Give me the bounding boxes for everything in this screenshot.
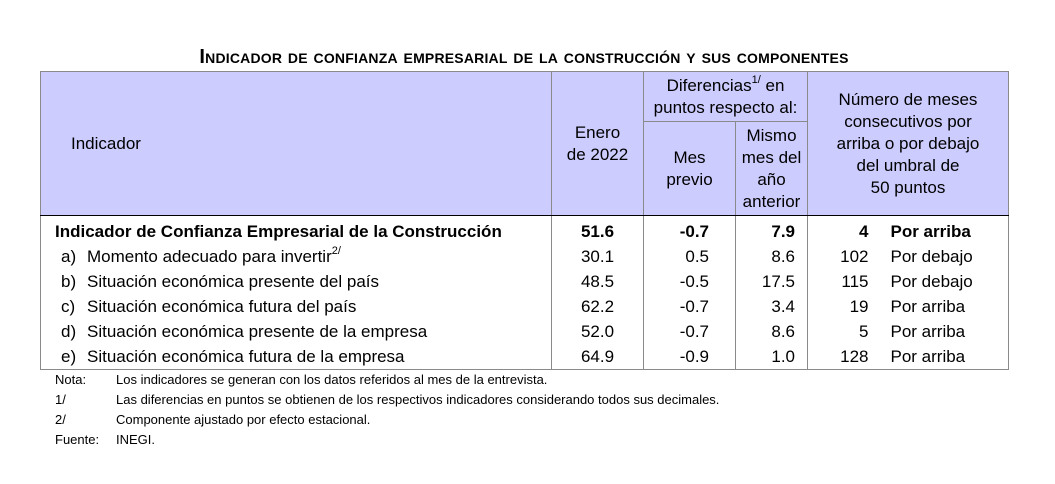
footnote-fuente: Fuente: INEGI.: [55, 430, 719, 450]
row-name: d) Situación económica presente de la emp…: [40, 319, 552, 344]
footnote-2: 2/ Componente ajustado por efecto estaci…: [55, 410, 719, 430]
row-enero: 30.1: [551, 244, 644, 269]
row-name: Indicador de Confianza Empresarial de la…: [40, 215, 552, 244]
header-mismo-3: año: [757, 169, 786, 189]
header-diferencias-line2: puntos respecto al:: [653, 97, 798, 117]
header-mismo-1: Mismo: [746, 125, 797, 145]
row-anual: 3.4: [735, 294, 808, 319]
header-numero-3: arriba o por debajo: [836, 133, 980, 153]
footnote-nota: Nota: Los indicadores se generan con los…: [55, 370, 719, 390]
footnote-text: Las diferencias en puntos se obtienen de…: [116, 392, 720, 407]
row-letter: b): [61, 272, 77, 291]
footnote-key: 2/: [55, 412, 66, 427]
header-numero-4: del umbral de: [856, 155, 960, 175]
row-meses: 5: [807, 319, 881, 344]
row-sup: 2/: [331, 245, 341, 258]
header-numero-meses: Número de meses consecutivos por arriba …: [807, 71, 1009, 216]
header-enero: Enero de 2022: [551, 71, 644, 216]
row-meses: 4: [807, 215, 881, 244]
row-letter: d): [61, 322, 77, 341]
row-meses: 19: [807, 294, 881, 319]
row-enero: 64.9: [551, 344, 644, 370]
footnote-text: Los indicadores se generan con los datos…: [116, 372, 548, 387]
header-enero-line2: de 2022: [566, 144, 629, 164]
row-mes-previo: 0.5: [643, 244, 736, 269]
row-enero: 62.2: [551, 294, 644, 319]
row-label: Situación económica futura del país: [87, 297, 357, 316]
footnote-text: INEGI.: [116, 432, 156, 447]
header-numero-1: Número de meses: [838, 89, 978, 109]
row-direccion: Por debajo: [880, 269, 1009, 294]
row-mes-previo: -0.7: [643, 215, 736, 244]
footnote-key: Nota:: [55, 372, 87, 387]
row-mes-previo: -0.7: [643, 294, 736, 319]
row-label: Situación económica futura de la empresa: [87, 347, 405, 366]
row-meses: 102: [807, 244, 881, 269]
row-label: Situación económica presente del país: [87, 272, 380, 291]
row-anual: 8.6: [735, 244, 808, 269]
table-row: e) Situación económica futura de la empre…: [40, 344, 1009, 370]
header-mes-previo-2: previo: [666, 169, 713, 189]
row-name: e) Situación económica futura de la empre…: [40, 344, 552, 370]
row-label: Situación económica presente de la empre…: [87, 322, 428, 341]
footnote-text: Componente ajustado por efecto estaciona…: [116, 412, 371, 427]
row-letter: a): [61, 247, 77, 266]
row-meses: 128: [807, 344, 881, 370]
row-letter: c): [61, 297, 76, 316]
row-name: c) Situación económica futura del país: [40, 294, 552, 319]
row-enero: 48.5: [551, 269, 644, 294]
row-mes-previo: -0.7: [643, 319, 736, 344]
header-diferencias: Diferencias1/ en puntos respecto al:: [643, 71, 808, 122]
header-numero-2: consecutivos por: [844, 111, 972, 131]
row-name: a) Momento adecuado para invertir2/: [40, 244, 552, 269]
row-enero: 51.6: [551, 215, 644, 244]
footnote-1: 1/ Las diferencias en puntos se obtienen…: [55, 390, 719, 410]
table-row: a) Momento adecuado para invertir2/ 30.1 …: [40, 244, 1009, 269]
header-mes-previo: Mes previo: [643, 121, 736, 216]
row-name: b) Situación económica presente del país: [40, 269, 552, 294]
row-direccion: Por arriba: [880, 344, 1009, 370]
row-enero: 52.0: [551, 319, 644, 344]
header-mismo-4: anterior: [742, 191, 801, 211]
indicator-table: Indicador Enero de 2022 Diferencias1/ en…: [40, 71, 1009, 370]
row-direccion: Por arriba: [880, 215, 1009, 244]
footnote-key: Fuente:: [55, 432, 100, 447]
row-letter: e): [61, 347, 77, 366]
header-mismo-2: mes del: [741, 147, 802, 167]
row-mes-previo: -0.5: [643, 269, 736, 294]
footnotes: Nota: Los indicadores se generan con los…: [55, 370, 719, 450]
row-anual: 7.9: [735, 215, 808, 244]
row-label: Momento adecuado para invertir: [87, 247, 332, 266]
header-diferencias-sup: 1/: [751, 73, 761, 86]
header-numero-5: 50 puntos: [870, 177, 946, 197]
header-indicador: Indicador: [40, 71, 552, 216]
table-row: d) Situación económica presente de la emp…: [40, 319, 1009, 344]
footnote-key: 1/: [55, 392, 66, 407]
table-title: Indicador de confianza empresarial de la…: [199, 46, 849, 68]
header-mismo-mes: Mismo mes del año anterior: [735, 121, 808, 216]
row-direccion: Por debajo: [880, 244, 1009, 269]
row-direccion: Por arriba: [880, 319, 1009, 344]
row-anual: 17.5: [735, 269, 808, 294]
header-diferencias-rest: en: [760, 75, 785, 95]
table-row: c) Situación económica futura del país 62…: [40, 294, 1009, 319]
header-mes-previo-1: Mes: [673, 147, 706, 167]
row-mes-previo: -0.9: [643, 344, 736, 370]
table-row: Indicador de Confianza Empresarial de la…: [40, 215, 1009, 244]
header-enero-line1: Enero: [574, 122, 621, 142]
row-meses: 115: [807, 269, 881, 294]
row-anual: 8.6: [735, 319, 808, 344]
table-row: b) Situación económica presente del país …: [40, 269, 1009, 294]
header-diferencias-text: Diferencias: [666, 75, 752, 95]
row-anual: 1.0: [735, 344, 808, 370]
row-direccion: Por arriba: [880, 294, 1009, 319]
